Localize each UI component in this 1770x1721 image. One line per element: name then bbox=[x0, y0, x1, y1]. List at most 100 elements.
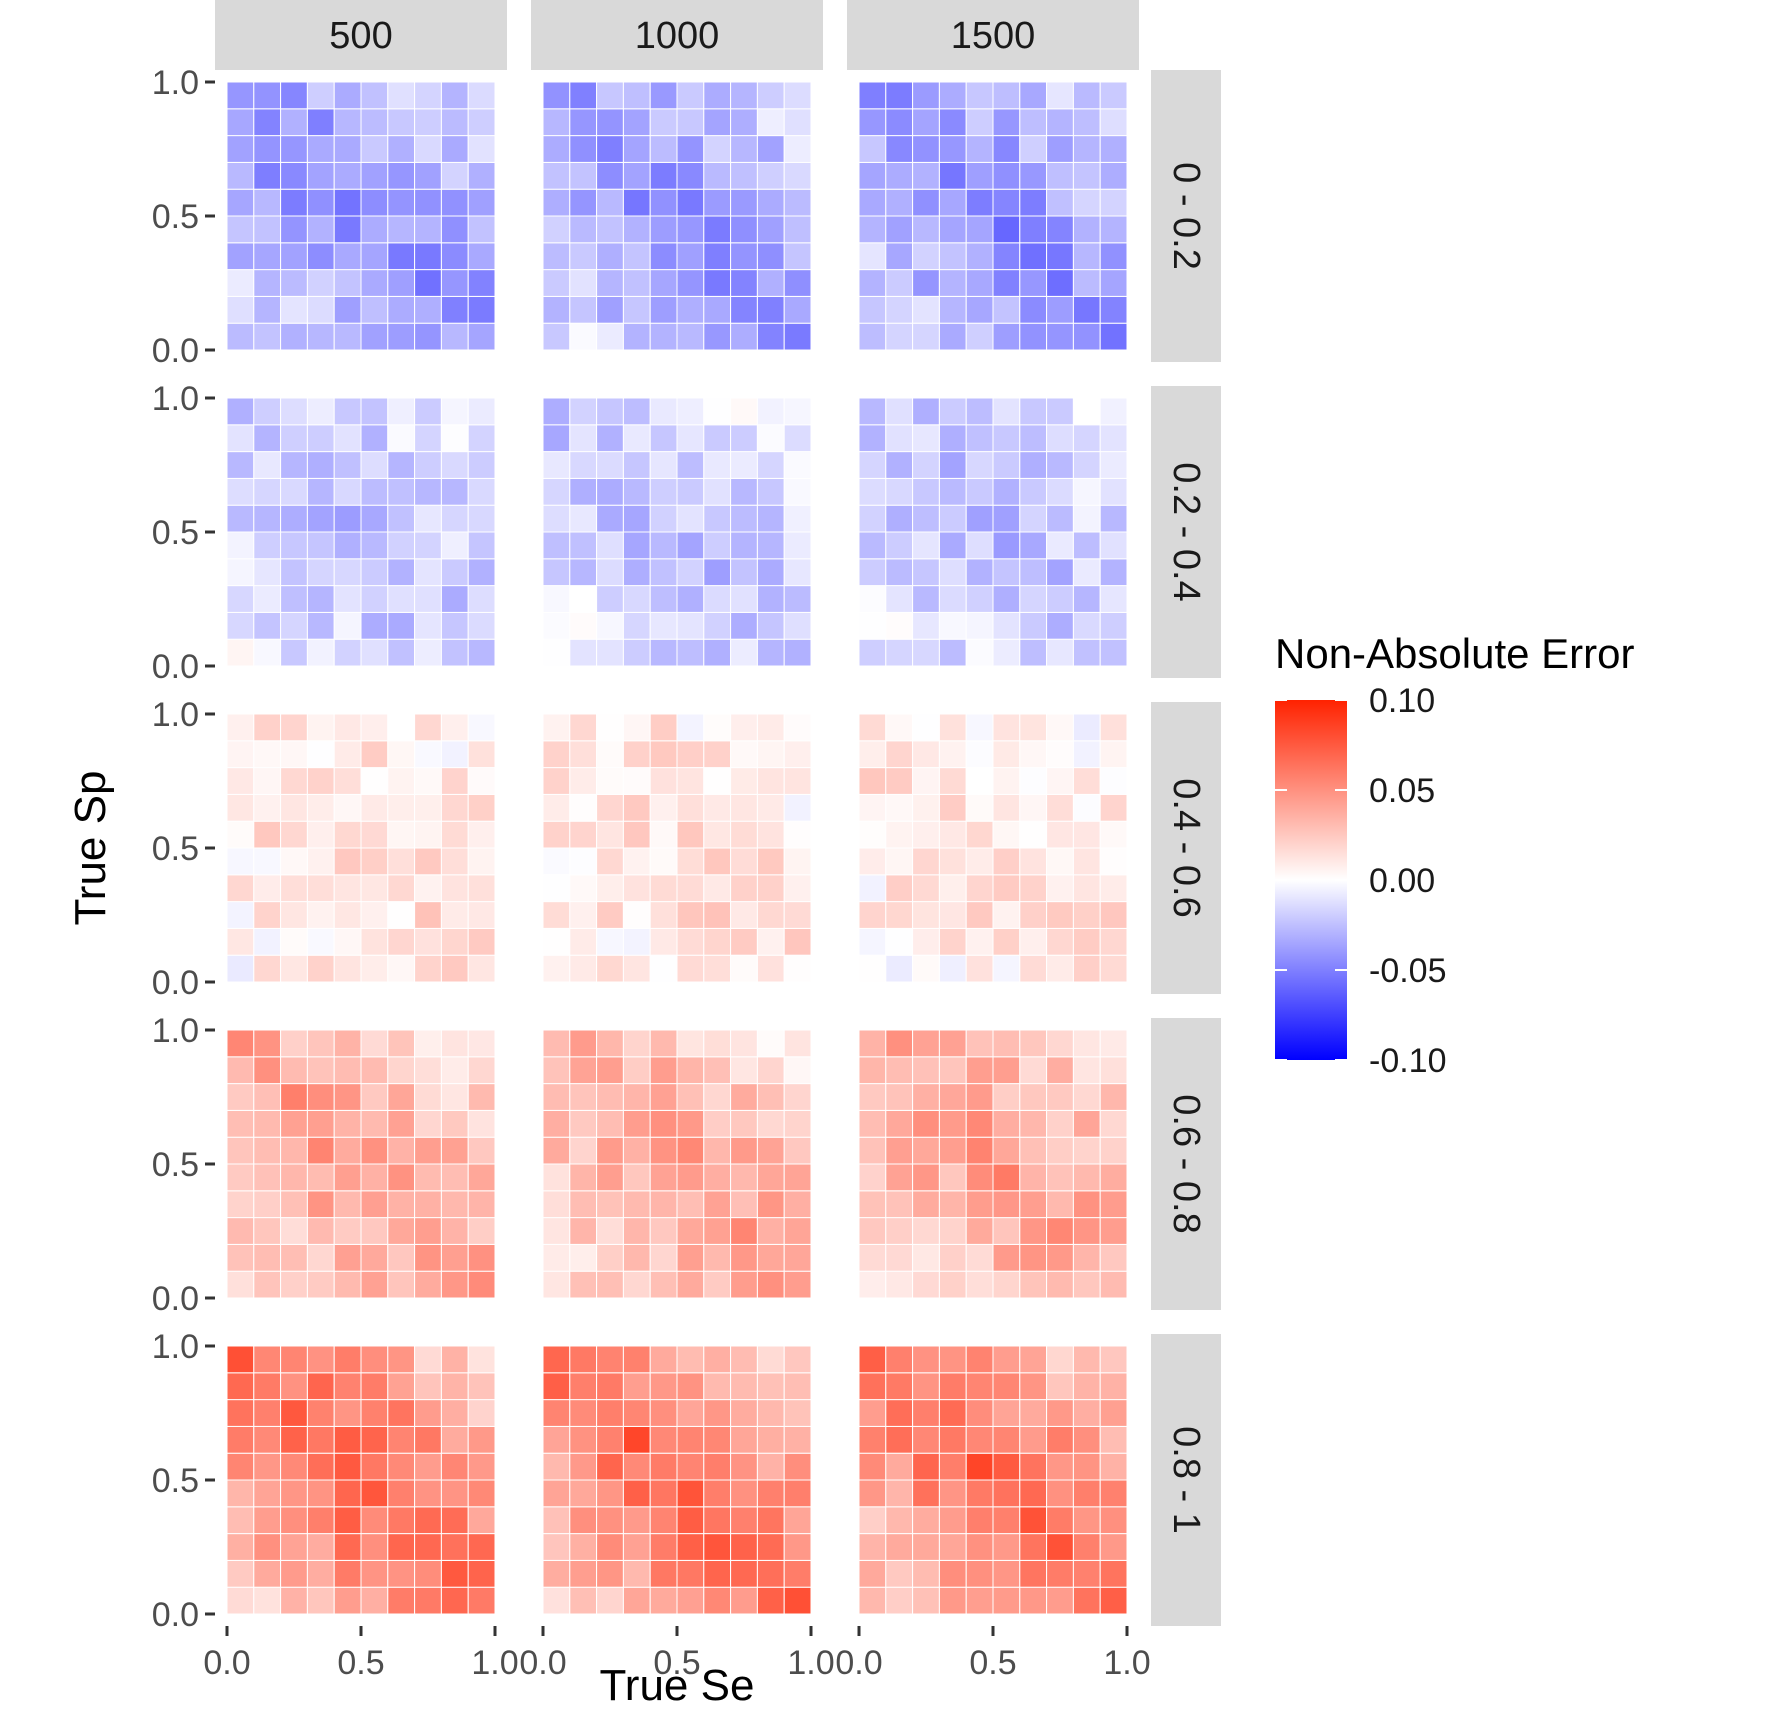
heatmap-cell bbox=[542, 638, 571, 667]
heatmap-cell bbox=[306, 135, 335, 163]
heatmap-cell bbox=[387, 713, 416, 742]
heatmap-cell bbox=[783, 1190, 812, 1219]
heatmap-cell bbox=[992, 397, 1021, 426]
heatmap-cell bbox=[703, 1217, 732, 1245]
heatmap-cell bbox=[253, 1559, 282, 1588]
heatmap-cell bbox=[440, 295, 469, 324]
heatmap-cell bbox=[730, 740, 758, 769]
heatmap-cell bbox=[858, 135, 887, 163]
heatmap-cell bbox=[226, 558, 255, 587]
heatmap-cell bbox=[783, 740, 812, 769]
heatmap-cell bbox=[992, 504, 1021, 533]
heatmap-cell bbox=[858, 477, 887, 506]
heatmap-cell bbox=[333, 477, 362, 506]
heatmap-cell bbox=[306, 531, 335, 560]
heatmap-cell bbox=[756, 740, 785, 769]
heatmap-cell bbox=[703, 322, 732, 351]
heatmap-cell bbox=[226, 215, 255, 244]
heatmap-cell bbox=[280, 1190, 308, 1219]
heatmap-cell bbox=[467, 1217, 496, 1245]
heatmap-cell bbox=[1099, 1243, 1128, 1272]
heatmap-cell bbox=[360, 1109, 389, 1138]
heatmap-cell bbox=[360, 767, 389, 795]
heatmap-cell bbox=[783, 397, 812, 426]
heatmap-cell bbox=[440, 504, 469, 533]
heatmap-cell bbox=[542, 1399, 571, 1427]
heatmap-cell bbox=[885, 295, 914, 324]
heatmap-cell bbox=[1046, 1083, 1074, 1111]
heatmap-cell bbox=[280, 638, 308, 667]
heatmap-cell bbox=[676, 585, 705, 613]
heatmap-cell bbox=[730, 1109, 758, 1138]
heatmap-cell bbox=[253, 1136, 282, 1165]
heatmap-cell bbox=[1099, 874, 1128, 903]
heatmap-cell bbox=[938, 820, 967, 849]
heatmap-cell bbox=[1072, 820, 1101, 849]
heatmap-cell bbox=[1046, 1586, 1074, 1615]
heatmap-cell bbox=[1099, 451, 1128, 479]
heatmap-cell bbox=[440, 451, 469, 479]
heatmap-cell bbox=[703, 585, 732, 613]
heatmap-cell bbox=[1099, 767, 1128, 795]
heatmap-cell bbox=[885, 451, 914, 479]
heatmap-cell bbox=[360, 135, 389, 163]
heatmap-panels bbox=[215, 70, 1139, 1626]
heatmap-cell bbox=[467, 638, 496, 667]
heatmap-cell bbox=[622, 451, 651, 479]
heatmap-cell bbox=[622, 1399, 651, 1427]
heatmap-cell bbox=[542, 1083, 571, 1111]
heatmap-cell bbox=[1072, 81, 1101, 110]
heatmap-cell bbox=[333, 451, 362, 479]
heatmap-cell bbox=[253, 638, 282, 667]
heatmap-cell bbox=[858, 713, 887, 742]
heatmap-cell bbox=[387, 1217, 416, 1245]
heatmap-cell bbox=[858, 1190, 887, 1219]
heatmap-cell bbox=[1072, 874, 1101, 903]
heatmap-cell bbox=[542, 1056, 571, 1085]
heatmap-cell bbox=[596, 1163, 624, 1192]
heatmap-cell bbox=[414, 1506, 442, 1535]
heatmap-cell bbox=[1046, 1533, 1074, 1561]
heatmap-cell bbox=[1099, 585, 1128, 613]
heatmap-cell bbox=[703, 1452, 732, 1481]
heatmap-cell bbox=[1099, 188, 1128, 217]
heatmap-cell bbox=[1072, 767, 1101, 795]
heatmap-cell bbox=[1099, 1217, 1128, 1245]
heatmap-cell bbox=[440, 108, 469, 137]
heatmap-cell bbox=[226, 1217, 255, 1245]
heatmap-cell bbox=[306, 1056, 335, 1085]
y-tick-label: 1.0 bbox=[152, 64, 199, 102]
heatmap-cell bbox=[360, 585, 389, 613]
heatmap-cell bbox=[1046, 108, 1074, 137]
heatmap-cell bbox=[1046, 820, 1074, 849]
heatmap-cell bbox=[730, 793, 758, 822]
heatmap-cell bbox=[440, 1425, 469, 1454]
heatmap-cell bbox=[1019, 1136, 1048, 1165]
heatmap-cell bbox=[253, 767, 282, 795]
heatmap-cell bbox=[756, 954, 785, 983]
heatmap-cell bbox=[622, 638, 651, 667]
heatmap-cell bbox=[783, 1586, 812, 1615]
heatmap-cell bbox=[756, 1109, 785, 1138]
heatmap-cell bbox=[1099, 108, 1128, 137]
heatmap-cell bbox=[676, 927, 705, 956]
heatmap-cell bbox=[569, 477, 598, 506]
heatmap-cell bbox=[965, 638, 994, 667]
heatmap-cell bbox=[1019, 188, 1048, 217]
heatmap-cell bbox=[596, 1533, 624, 1561]
heatmap-cell bbox=[440, 954, 469, 983]
heatmap-cell bbox=[1019, 1083, 1048, 1111]
legend-title: Non-Absolute Error bbox=[1275, 630, 1634, 677]
heatmap-cell bbox=[360, 424, 389, 453]
heatmap-cell bbox=[387, 1136, 416, 1165]
heatmap-cell bbox=[938, 1029, 967, 1058]
heatmap-cell bbox=[306, 215, 335, 244]
heatmap-cell bbox=[467, 1163, 496, 1192]
heatmap-cell bbox=[992, 713, 1021, 742]
heatmap-cell bbox=[703, 1190, 732, 1219]
heatmap-cell bbox=[912, 322, 940, 351]
heatmap-cell bbox=[542, 874, 571, 903]
heatmap-cell bbox=[542, 1425, 571, 1454]
heatmap-cell bbox=[622, 1345, 651, 1374]
heatmap-cell bbox=[467, 135, 496, 163]
